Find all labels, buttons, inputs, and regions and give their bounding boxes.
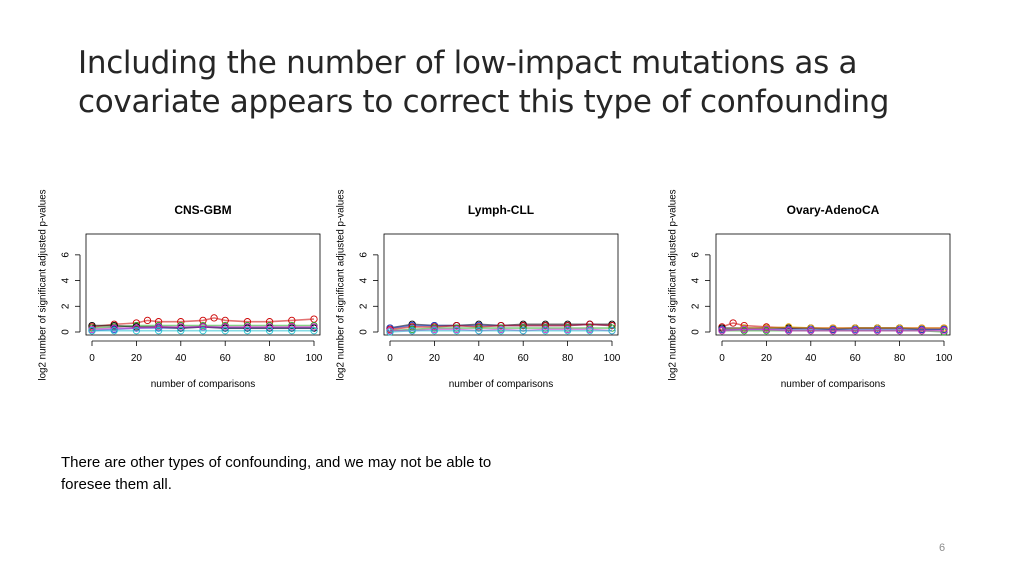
x-tick-label: 100 [936,353,953,364]
series-trace [389,329,612,333]
chart-ovary-adenoca: Ovary-AdenoCA 0 20 40 60 80 100 0 2 4 6 number of c… [660,175,980,395]
series-magenta [718,325,948,335]
slide-title: Including the number of low-impact mutat… [78,44,978,122]
x-tick-label: 60 [220,353,232,364]
slide-title-line: covariate appears to correct this type o… [78,84,890,120]
y-axis-label: log2 number of significant adjusted p-va… [38,189,49,380]
plot-frame [715,233,951,336]
x-axis: 0 20 40 60 80 100 [719,340,953,364]
chart-title: Lymph-CLL [468,203,534,217]
chart-svg: Lymph-CLL 0 20 40 60 80 100 0 2 4 6 number of compa… [336,189,621,390]
series-trace [389,327,612,332]
y-axis: 0 2 4 6 [691,252,711,335]
x-tick-label: 40 [805,353,817,364]
x-tick-label: 100 [604,353,621,364]
chart-title: Ovary-AdenoCA [787,203,880,217]
y-axis-label: log2 number of significant adjusted p-va… [668,189,679,380]
series-trace [91,317,315,328]
series-trace [721,326,944,331]
series-trace [390,328,613,332]
y-tick-label: 0 [359,329,370,335]
x-tick-label: 100 [306,353,323,364]
x-tick-label: 20 [761,353,773,364]
note-line: There are other types of confounding, an… [61,454,492,471]
x-axis: 0 20 40 60 80 100 [89,340,323,364]
x-tick-label: 20 [131,353,143,364]
y-tick-label: 2 [359,303,370,309]
x-tick-label: 60 [850,353,862,364]
y-axis: 0 2 4 6 [61,252,81,335]
y-tick-label: 6 [61,252,72,258]
x-tick-label: 60 [518,353,530,364]
y-axis: 0 2 4 6 [359,252,379,335]
y-tick-label: 0 [61,329,72,335]
x-axis-label: number of comparisons [781,379,886,390]
x-axis: 0 20 40 60 80 100 [387,340,621,364]
x-tick-label: 80 [894,353,906,364]
chart-lymph-cll: Lymph-CLL 0 20 40 60 80 100 0 2 4 6 number of compa… [328,175,648,395]
series-cyan [386,327,616,336]
plot-frame [85,233,321,336]
chart-cns-gbm: CNS-GBM 0 20 40 60 80 100 0 2 4 6 number of compari… [30,175,350,395]
y-tick-label: 4 [61,277,72,283]
plot-frame [383,233,619,336]
x-tick-label: 0 [719,353,725,364]
series-trace [91,326,314,331]
slide-title-line: Including the number of low-impact mutat… [78,45,858,81]
x-tick-label: 40 [473,353,485,364]
y-tick-label: 4 [359,277,370,283]
series-cyan [88,327,318,335]
note-line: foresee them all. [61,476,172,493]
confounding-note: There are other types of confounding, an… [61,452,621,496]
x-tick-label: 0 [387,353,393,364]
x-tick-label: 80 [562,353,574,364]
page-number: 6 [938,542,946,554]
y-tick-label: 4 [691,277,702,283]
x-axis-label: number of comparisons [449,379,554,390]
y-tick-label: 0 [691,329,702,335]
series-trace [721,328,944,332]
chart-svg: Ovary-AdenoCA 0 20 40 60 80 100 0 2 4 6 number of c… [668,189,953,390]
y-axis-label: log2 number of significant adjusted p-va… [336,189,347,380]
x-axis-label: number of comparisons [151,379,256,390]
chart-svg: CNS-GBM 0 20 40 60 80 100 0 2 4 6 number of compari… [38,189,323,390]
x-tick-label: 20 [429,353,441,364]
y-tick-label: 2 [691,303,702,309]
y-tick-label: 6 [691,252,702,258]
y-tick-label: 6 [359,252,370,258]
chart-title: CNS-GBM [174,203,231,217]
x-tick-label: 40 [175,353,187,364]
x-tick-label: 0 [89,353,95,364]
series-trace [389,323,613,331]
y-tick-label: 2 [61,303,72,309]
x-tick-label: 80 [264,353,276,364]
